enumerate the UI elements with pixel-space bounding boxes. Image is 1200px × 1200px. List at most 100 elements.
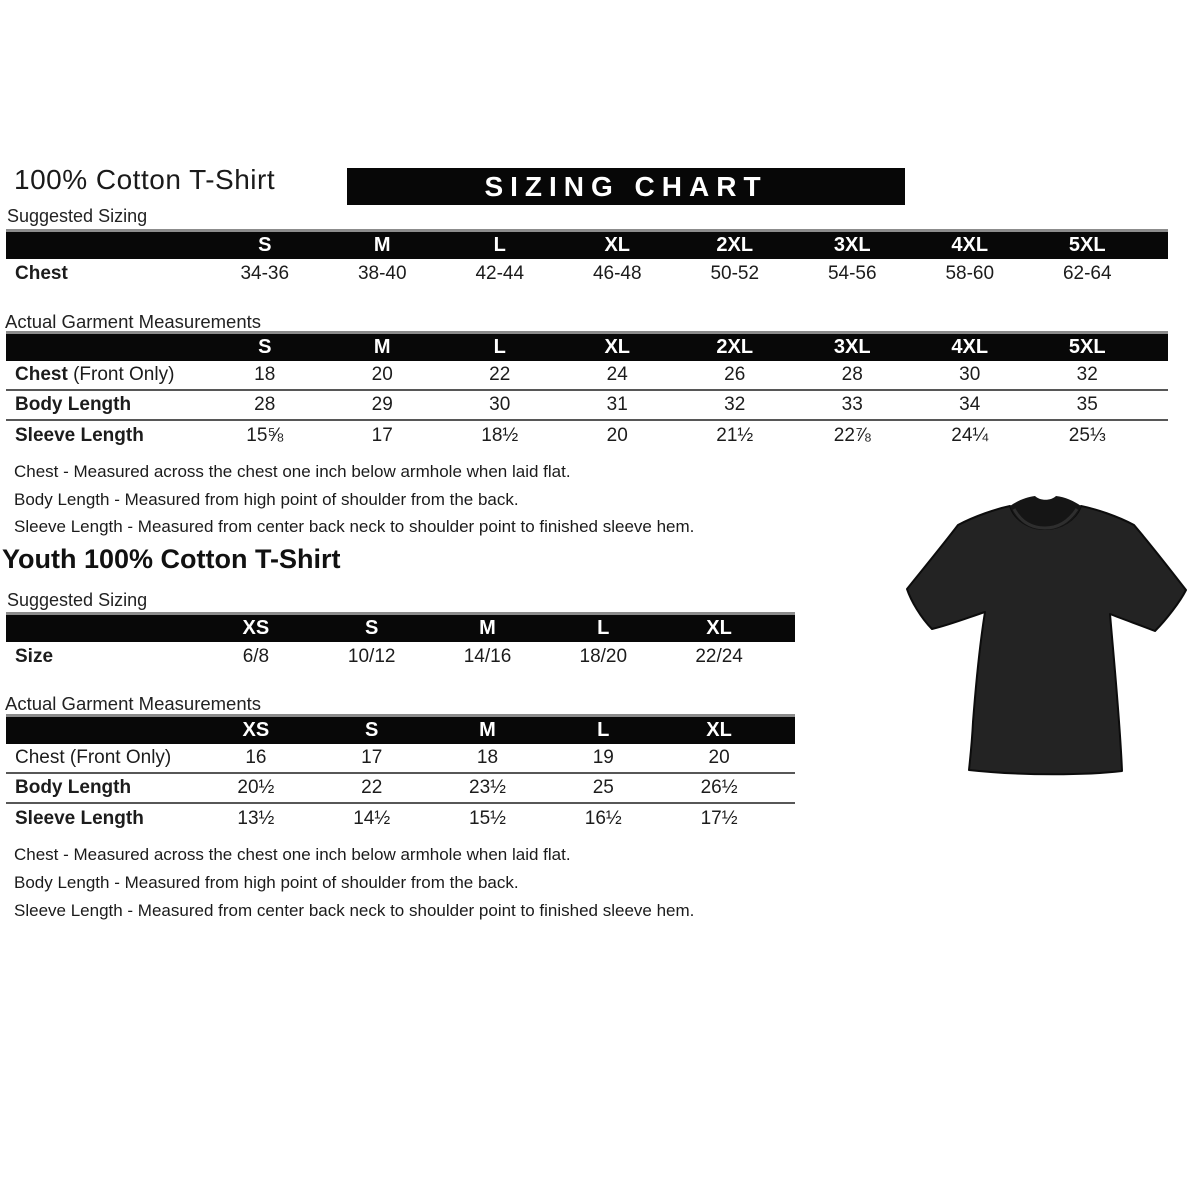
column-header: 5XL xyxy=(1068,336,1106,358)
table-cell: 26 xyxy=(724,364,746,385)
table-cell: 10/12 xyxy=(347,646,396,667)
adult-suggested-sizing-table: S M L XL 2XL 3XL 4XL 5XL Chest 34-36 38-40 42-44 46-… xyxy=(6,229,1168,289)
table-cell: 19 xyxy=(592,747,614,768)
column-header: 4XL xyxy=(951,336,989,358)
column-header: M xyxy=(479,719,496,741)
table-header-row: XS S M L XL xyxy=(6,612,795,642)
adult-suggested-sizing-label: Suggested Sizing xyxy=(7,206,148,226)
table-cell: 20 xyxy=(371,364,393,385)
table-cell: 14½ xyxy=(353,808,391,829)
row-label-cell: Body Length xyxy=(6,394,206,416)
row-label: Body Length xyxy=(15,777,132,798)
column-header: S xyxy=(258,234,272,256)
column-header: L xyxy=(597,617,610,639)
note-chest: Chest - Measured across the chest one in… xyxy=(14,462,571,481)
row-label-cell: Chest (Front Only) xyxy=(6,364,206,386)
column-header: XL xyxy=(706,719,732,741)
row-label-suffix: (Front Only) xyxy=(67,364,175,385)
table-cell: 16 xyxy=(245,747,267,768)
table-cell: 25⅓ xyxy=(1068,425,1106,446)
page-title: 100% Cotton T-Shirt xyxy=(14,164,276,195)
table-cell: 6/8 xyxy=(242,646,270,667)
column-header: 2XL xyxy=(716,336,754,358)
adult-measurement-notes: Chest - Measured across the chest one in… xyxy=(14,458,694,541)
table-cell: 54-56 xyxy=(827,263,877,284)
table-cell: 22 xyxy=(489,364,511,385)
table-cell: 18½ xyxy=(481,425,519,446)
row-label-cell: Sleeve Length xyxy=(6,425,206,447)
column-header: M xyxy=(373,234,391,256)
column-header: S xyxy=(365,719,379,741)
table-header-row: XS S M L XL xyxy=(6,714,795,744)
column-header: L xyxy=(597,719,610,741)
table-cell: 17 xyxy=(371,425,393,446)
sizing-chart-banner-label: SIZING CHART xyxy=(484,170,768,202)
row-label-cell: Size xyxy=(6,646,198,668)
table-cell: 33 xyxy=(841,394,863,415)
table-cell: 13½ xyxy=(237,808,275,829)
column-header: XS xyxy=(242,719,270,741)
column-header: XL xyxy=(706,617,732,639)
table-body: Chest (Front Only) 18 20 22 24 26 28 30 32 Body L… xyxy=(6,361,1168,451)
table-cell: 29 xyxy=(371,394,393,415)
column-header: XS xyxy=(242,617,270,639)
table-row: Sleeve Length 13½ 14½ 15½ 16½ 17½ xyxy=(6,804,795,834)
table-cell: 50-52 xyxy=(710,263,760,284)
table-cell: 17½ xyxy=(700,808,738,829)
column-header: M xyxy=(373,336,391,358)
table-cell: 34 xyxy=(959,394,981,415)
row-label: Sleeve Length xyxy=(15,425,144,446)
column-header: M xyxy=(479,617,496,639)
table-cell: 18/20 xyxy=(579,646,628,667)
tshirt-body xyxy=(906,505,1187,776)
table-cell: 15⅝ xyxy=(246,425,284,446)
table-cell: 17 xyxy=(361,747,383,768)
table-cell: 24 xyxy=(606,364,628,385)
table-cell: 32 xyxy=(724,394,746,415)
row-label-cell: Chest xyxy=(6,263,206,285)
column-header: 5XL xyxy=(1068,234,1106,256)
table-row: Size 6/8 10/12 14/16 18/20 22/24 xyxy=(6,642,795,672)
table-cell: 34-36 xyxy=(240,263,290,284)
table-row: Body Length 20½ 22 23½ 25 26½ xyxy=(6,774,795,804)
row-label: Sleeve Length xyxy=(15,808,144,829)
note-body-length: Body Length - Measured from high point o… xyxy=(14,873,519,892)
table-cell: 18 xyxy=(254,364,276,385)
adult-actual-measurements-table: S M L XL 2XL 3XL 4XL 5XL Chest (Front Only) 18 20 2… xyxy=(6,331,1168,451)
youth-actual-measurements-table: XS S M L XL Chest (Front Only) 16 17 18 19 20 Body … xyxy=(6,714,795,834)
table-body: Chest 34-36 38-40 42-44 46-48 50-52 54-56 58-60… xyxy=(6,259,1168,289)
table-cell: 62-64 xyxy=(1062,263,1112,284)
table-cell: 20 xyxy=(606,425,628,446)
column-header: S xyxy=(365,617,379,639)
note-body-length: Body Length - Measured from high point o… xyxy=(14,489,519,509)
table-row: Body Length 28 29 30 31 32 33 34 35 xyxy=(6,391,1168,421)
tshirt-image xyxy=(906,496,1187,776)
table-cell: 31 xyxy=(606,394,628,415)
table-cell: 21½ xyxy=(716,425,754,446)
table-body: Chest (Front Only) 16 17 18 19 20 Body Length 2… xyxy=(6,744,795,834)
row-label: Chest (Front Only) xyxy=(15,747,172,768)
table-header-row: S M L XL 2XL 3XL 4XL 5XL xyxy=(6,229,1168,259)
row-label-cell: Sleeve Length xyxy=(6,808,198,830)
table-cell: 20 xyxy=(708,747,730,768)
row-label: Chest xyxy=(15,364,68,385)
table-cell: 35 xyxy=(1076,394,1098,415)
table-cell: 30 xyxy=(489,394,511,415)
table-row: Chest (Front Only) 18 20 22 24 26 28 30 32 xyxy=(6,361,1168,391)
table-cell: 25 xyxy=(592,777,614,798)
table-header-row: S M L XL 2XL 3XL 4XL 5XL xyxy=(6,331,1168,361)
youth-section-title: Youth 100% Cotton T-Shirt xyxy=(2,544,341,574)
note-chest: Chest - Measured across the chest one in… xyxy=(14,845,571,864)
column-header: 3XL xyxy=(833,336,871,358)
youth-actual-measurements-label: Actual Garment Measurements xyxy=(5,693,262,714)
table-cell: 22⅞ xyxy=(833,425,871,446)
column-header: 3XL xyxy=(833,234,871,256)
table-cell: 38-40 xyxy=(357,263,407,284)
youth-suggested-sizing-table: XS S M L XL Size 6/8 10/12 14/16 18/20 22/24 xyxy=(6,612,795,672)
table-cell: 58-60 xyxy=(945,263,995,284)
tshirt-photo xyxy=(893,481,1193,811)
note-sleeve-length: Sleeve Length - Measured from center bac… xyxy=(14,517,695,536)
table-row: Chest (Front Only) 16 17 18 19 20 xyxy=(6,744,795,774)
table-cell: 22 xyxy=(361,777,383,798)
